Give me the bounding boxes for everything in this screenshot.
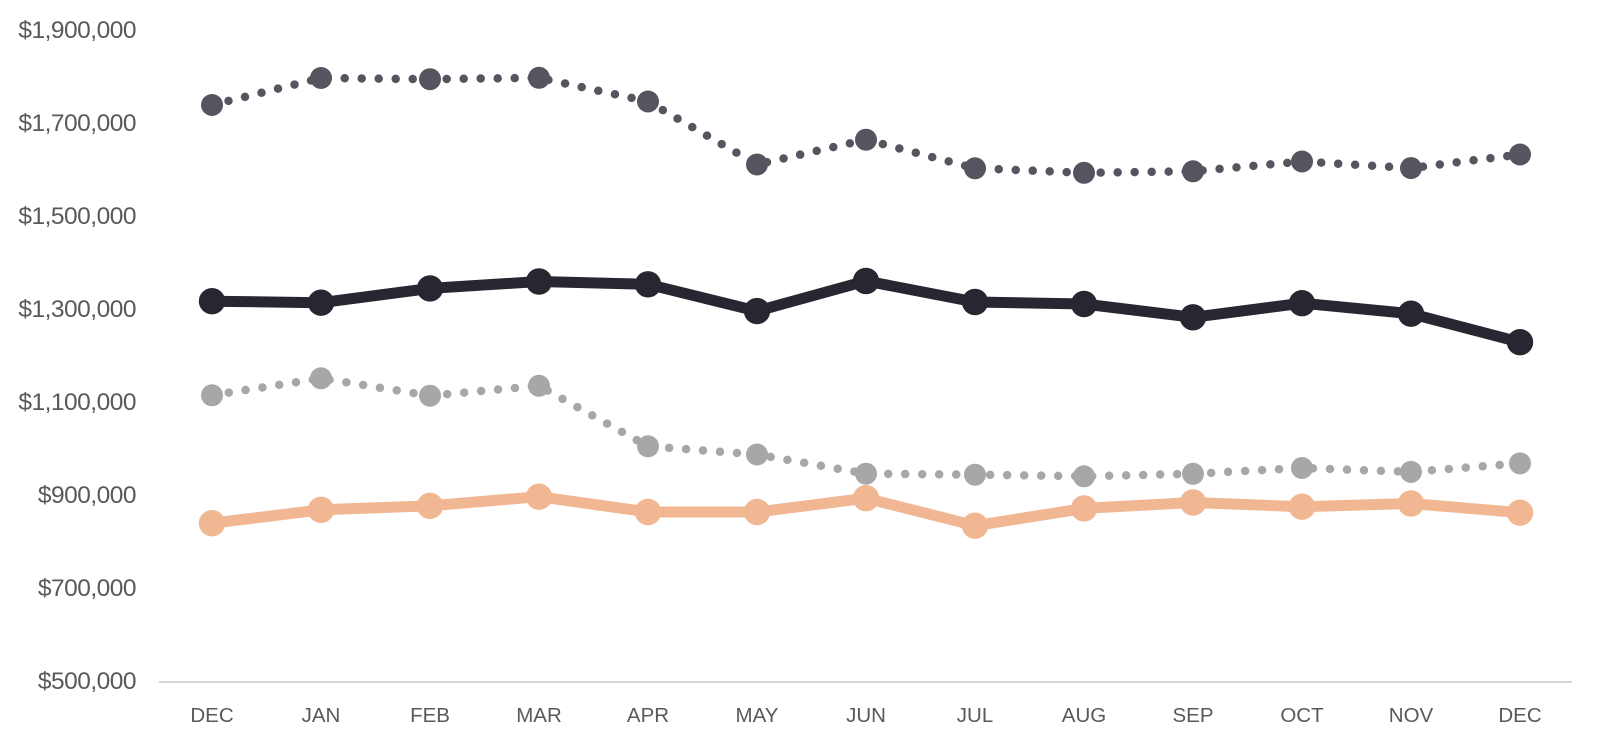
svg-text:JUL: JUL (957, 704, 993, 727)
svg-text:OCT: OCT (1280, 704, 1324, 727)
svg-text:APR: APR (627, 704, 669, 727)
svg-text:DEC: DEC (1498, 704, 1541, 727)
svg-text:DEC: DEC (190, 704, 233, 727)
svg-text:$1,700,000: $1,700,000 (18, 110, 136, 137)
svg-text:$1,300,000: $1,300,000 (18, 296, 136, 323)
svg-text:AUG: AUG (1062, 704, 1106, 727)
svg-text:JAN: JAN (302, 704, 341, 727)
svg-text:SEP: SEP (1172, 704, 1213, 727)
svg-text:$900,000: $900,000 (38, 482, 136, 509)
svg-text:$500,000: $500,000 (38, 668, 136, 695)
svg-text:$1,900,000: $1,900,000 (18, 17, 136, 44)
svg-text:$1,500,000: $1,500,000 (18, 203, 136, 230)
svg-text:NOV: NOV (1389, 704, 1434, 727)
svg-text:$1,100,000: $1,100,000 (18, 389, 136, 416)
svg-text:MAR: MAR (516, 704, 562, 727)
svg-text:JUN: JUN (846, 704, 886, 727)
svg-text:MAY: MAY (736, 704, 779, 727)
svg-text:$700,000: $700,000 (38, 575, 136, 602)
svg-text:FEB: FEB (410, 704, 450, 727)
